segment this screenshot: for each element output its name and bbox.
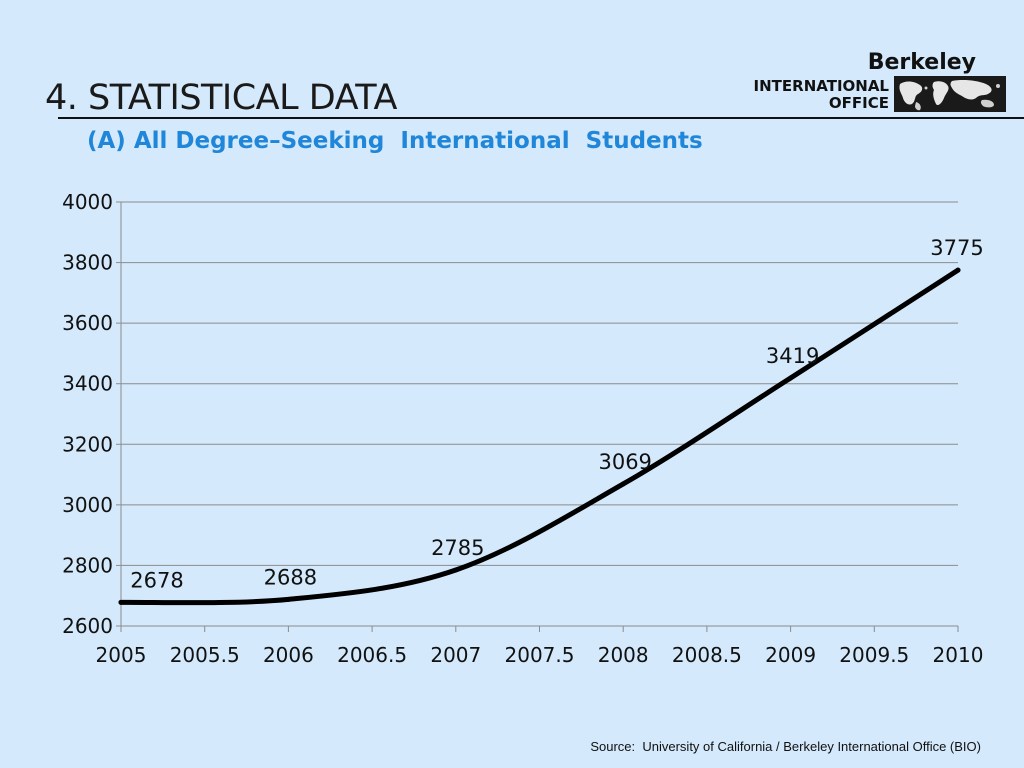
title-rule <box>58 117 1024 119</box>
data-label: 2688 <box>264 565 317 589</box>
y-tick-label: 3800 <box>62 251 113 275</box>
slide-subtitle: (A) All Degree–Seeking International Stu… <box>87 128 703 154</box>
x-tick-label: 2010 <box>933 643 984 667</box>
source-note: Source: University of California / Berke… <box>590 739 981 754</box>
logo-office-text: INTERNATIONAL OFFICE <box>754 78 889 112</box>
x-tick-label: 2005 <box>96 643 147 667</box>
berkeley-international-office-logo: Berkeley INTERNATIONAL OFFICE <box>706 50 1006 114</box>
data-label: 3419 <box>766 344 819 368</box>
data-point <box>955 267 961 273</box>
logo-line-international: INTERNATIONAL <box>753 77 889 95</box>
data-point <box>620 481 626 487</box>
slide-title: 4. STATISTICAL DATA <box>45 78 397 118</box>
x-tick-label: 2008 <box>598 643 649 667</box>
x-tick-label: 2005.5 <box>170 643 240 667</box>
y-tick-label: 3200 <box>62 432 113 456</box>
y-tick-label: 3400 <box>62 372 113 396</box>
x-tick-label: 2007.5 <box>505 643 575 667</box>
data-point <box>788 375 794 381</box>
logo-berkeley-text: Berkeley <box>867 50 976 75</box>
y-tick-label: 4000 <box>62 190 113 214</box>
y-tick-label: 3600 <box>62 311 113 335</box>
x-tick-label: 2006.5 <box>337 643 407 667</box>
logo-line-office: OFFICE <box>828 94 889 112</box>
data-point <box>453 567 459 573</box>
data-label: 2785 <box>431 536 484 560</box>
x-tick-label: 2006 <box>263 643 314 667</box>
data-point <box>285 596 291 602</box>
y-tick-label: 2800 <box>62 553 113 577</box>
world-map-icon <box>894 76 1006 112</box>
data-point <box>118 599 124 605</box>
series-line <box>118 267 961 606</box>
x-tick-label: 2007 <box>430 643 481 667</box>
data-label: 3069 <box>598 450 651 474</box>
x-tick-label: 2009 <box>765 643 816 667</box>
x-tick-label: 2008.5 <box>672 643 742 667</box>
data-label: 2678 <box>130 568 183 592</box>
y-tick-label: 3000 <box>62 493 113 517</box>
data-label: 3775 <box>930 236 983 260</box>
y-tick-label: 2600 <box>62 614 113 638</box>
x-tick-label: 2009.5 <box>839 643 909 667</box>
